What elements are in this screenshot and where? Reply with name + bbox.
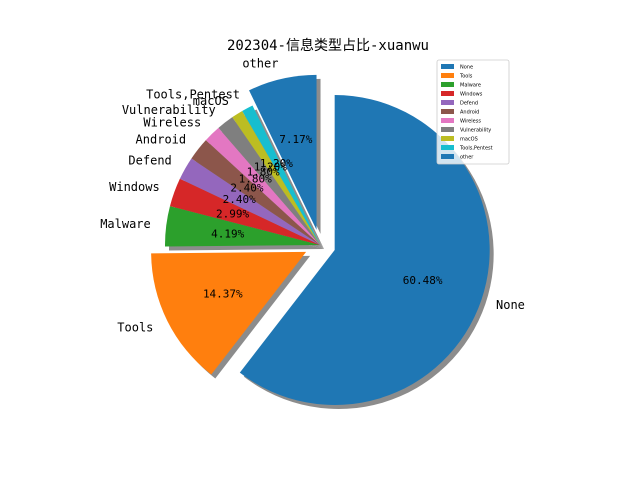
pct-label-tools: 14.37%	[203, 287, 243, 300]
slice-malware	[164, 206, 320, 247]
legend-label-other: other	[460, 155, 474, 161]
slice-android	[191, 140, 320, 245]
pct-label-tools-pentest: 1.20%	[260, 157, 293, 170]
pct-label-vulnerability: 1.80%	[247, 165, 280, 178]
legend-label-tools-pentest: Tools,Pentest	[459, 146, 493, 152]
legend-swatch-malware	[441, 82, 454, 87]
pct-label-wireless: 1.80%	[239, 172, 272, 185]
legend-label-wireless: Wireless	[460, 119, 481, 125]
pct-label-android: 2.40%	[230, 181, 263, 194]
category-label-tools: Tools	[117, 321, 153, 335]
legend-label-macos: macOS	[460, 137, 478, 143]
category-label-macos: macOS	[193, 94, 229, 108]
legend-label-defend: Defend	[460, 101, 478, 107]
legend-label-windows: Windows	[460, 92, 483, 98]
legend-swatch-tools	[441, 73, 454, 78]
category-label-wireless: Wireless	[143, 116, 201, 130]
slice-defend	[179, 158, 320, 245]
slice-macos	[232, 110, 320, 245]
legend-swatch-defend	[441, 100, 454, 105]
legend-swatch-wireless	[441, 118, 454, 123]
pct-layer: 60.48%14.37%4.19%2.99%2.40%2.40%1.80%1.8…	[203, 133, 443, 300]
legend-label-android: Android	[460, 110, 479, 116]
category-label-vulnerability: Vulnerability	[122, 103, 216, 117]
slice-wireless	[205, 127, 320, 245]
category-label-windows: Windows	[109, 180, 160, 194]
label-layer: None Tools Malware Windows Defend Android Wire…	[100, 57, 525, 335]
pct-label-macos: 1.20%	[254, 160, 287, 173]
category-label-none: None	[496, 298, 525, 312]
chart-title: 202304-信息类型占比-xuanwu	[227, 37, 429, 54]
legend-swatch-android	[441, 109, 454, 114]
legend-label-vulnerability: Vulnerability	[460, 128, 491, 134]
legend-label-none: None	[460, 65, 473, 71]
pct-label-none: 60.48%	[403, 274, 443, 287]
legend-swatch-tools-pentest	[441, 145, 454, 150]
legend-swatch-windows	[441, 91, 454, 96]
slice-other	[249, 74, 317, 230]
slice-vulnerability	[218, 117, 320, 245]
legend-label-tools: Tools	[459, 74, 473, 80]
slice-tools-pentest	[242, 105, 320, 245]
legend-swatch-macos	[441, 136, 454, 141]
slice-none	[239, 95, 490, 406]
chart-legend: None Tools Malware Windows Defend Android Wire…	[436, 59, 510, 165]
category-label-defend: Defend	[128, 154, 171, 168]
category-label-android: Android	[136, 132, 187, 146]
pct-label-defend: 2.40%	[223, 193, 256, 206]
legend-label-malware: Malware	[460, 83, 481, 89]
legend-frame	[436, 59, 510, 165]
legend-swatch-vulnerability	[441, 127, 454, 132]
pct-label-windows: 2.99%	[216, 207, 249, 220]
pct-label-malware: 4.19%	[211, 228, 244, 241]
legend-swatch-none	[441, 64, 454, 69]
slice-tools	[151, 251, 307, 375]
slice-windows	[169, 178, 320, 245]
category-label-other: other	[242, 57, 278, 71]
category-label-tools-pentest: Tools,Pentest	[146, 87, 240, 101]
slice-layer	[151, 74, 490, 406]
legend-swatch-other	[441, 154, 454, 159]
pct-label-other: 7.17%	[279, 133, 312, 146]
category-label-malware: Malware	[100, 217, 151, 231]
